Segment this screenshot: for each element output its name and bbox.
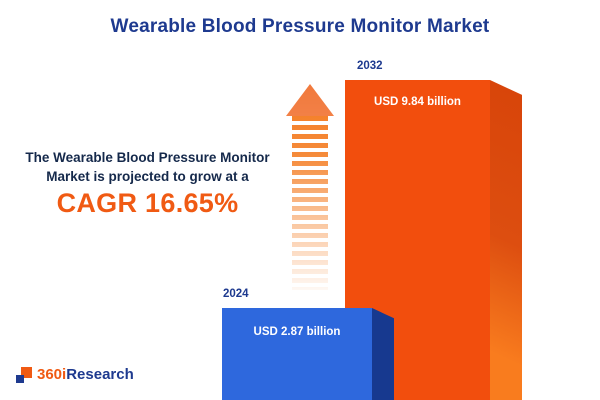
logo-suffix: Research — [66, 366, 134, 383]
bar-2024-side-face — [372, 308, 394, 400]
bar-year-label-2024: 2024 — [223, 288, 249, 300]
logo-prefix: 360i — [37, 366, 67, 383]
page-title: Wearable Blood Pressure Monitor Market — [110, 16, 490, 37]
bar-year-label-2032: 2032 — [357, 60, 383, 72]
growth-arrow-icon — [286, 84, 334, 290]
bar-2032-side-face — [490, 80, 522, 400]
arrow-fade-overlay — [286, 84, 334, 290]
brand-logo: 360iResearch — [16, 366, 134, 383]
bar-2024-front-face: USD 2.87 billion — [222, 308, 372, 400]
description-text: The Wearable Blood Pressure Monitor Mark… — [25, 150, 270, 184]
logo-text: 360iResearch — [37, 366, 134, 383]
market-description: The Wearable Blood Pressure Monitor Mark… — [5, 148, 290, 218]
bar-2032-value-label: USD 9.84 billion — [374, 96, 461, 108]
bar-2024-value-label: USD 2.87 billion — [253, 326, 341, 338]
cagr-value: CAGR 16.65% — [56, 188, 239, 218]
logo-mark-icon — [16, 366, 32, 383]
